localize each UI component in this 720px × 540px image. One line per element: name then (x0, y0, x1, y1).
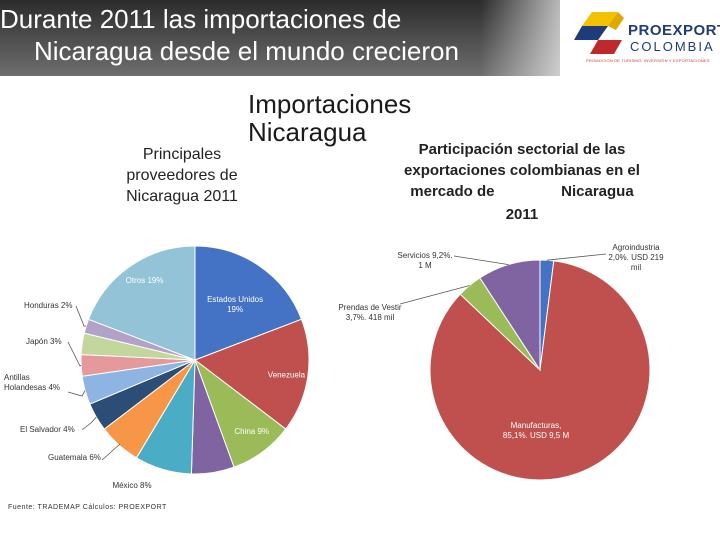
suppliers-slice-otros-19 (87, 245, 196, 361)
suppliers-label-estados-unidos-19: 19% (227, 305, 243, 314)
right-chart-title-line: Participación sectorial de las (418, 141, 626, 158)
sector-label-manufacturas: 85,1%. USD 9,5 M (503, 431, 570, 440)
sector-label-agroindustria: mil (631, 263, 641, 272)
sector-slice-servicios-9-2 (479, 259, 541, 372)
sector-label-agroindustria: Agroindustria (612, 243, 660, 252)
left-chart-title-line: Principales (142, 146, 222, 163)
header-banner (0, 0, 560, 76)
suppliers-label-venezuela-16: Venezuela 16% (268, 370, 324, 379)
suppliers-slice-venezuela-16 (193, 318, 310, 430)
sector-pie (429, 259, 651, 481)
sector-leader-line (546, 253, 607, 261)
sector-label-manufacturas: Manufacturas, (511, 421, 562, 430)
suppliers-label-mexico-8: México 8% (112, 481, 151, 490)
right-chart-title-line: mercado de Nicaragua (410, 183, 634, 200)
suppliers-leader-line (81, 416, 97, 431)
sector-leader-line (399, 285, 470, 305)
suppliers-leader-line (101, 443, 121, 461)
sector-label-servicios-9-2: 1 M (418, 261, 432, 270)
right-chart-title: Participación sectorial de las exportaci… (374, 139, 670, 225)
suppliers-label-antillas-holandesas-4: Holandesas 4% (4, 383, 60, 392)
sector-leader-line (453, 255, 509, 265)
sector-label-prendas-de-vestir: 3,7%. 418 mil (346, 313, 395, 322)
suppliers-leader-line (75, 305, 87, 327)
right-chart-title-line: 2011 (505, 206, 539, 223)
suppliers-leader-line (67, 390, 86, 397)
suppliers-label-guatemala-6: Guatemala 6% (48, 453, 101, 462)
suppliers-label-honduras-2: Honduras 2% (24, 301, 72, 310)
sector-label-servicios-9-2: Servicios 9,2%. (397, 251, 452, 260)
proexport-logo: PROEXPORT COLOMBIA PROMOCIÓN DE TURISMO,… (574, 8, 720, 68)
left-chart-title: Principales proveedores de Nicaragua 201… (92, 144, 272, 207)
suppliers-label-otros-19: Otros 19% (126, 276, 164, 285)
left-chart-title-line: proveedores de (126, 167, 238, 184)
main-heading-line-2: Nicaragua (248, 117, 367, 147)
slide-title-line-1: Durante 2011 las importaciones de (0, 4, 402, 34)
suppliers-label-antillas-holandesas-4: Antillas (4, 373, 30, 382)
slide-title-line-2: Nicaragua desde el mundo crecieron (34, 36, 459, 66)
sector-label-prendas-de-vestir: Prendas de Vestir (338, 303, 401, 312)
main-heading-line-1: Importaciones (248, 89, 412, 119)
suppliers-label-el-salvador-4: El Salvador 4% (20, 425, 75, 434)
source-note: Fuente: TRADEMAP Cálculos: PROEXPORT (8, 504, 167, 511)
suppliers-label-estados-unidos-19: Estados Unidos (207, 295, 263, 304)
suppliers-slice-estados-unidos-19 (194, 245, 303, 361)
main-heading: Importaciones Nicaragua (248, 90, 411, 146)
proexport-logo-mark-icon (574, 12, 624, 54)
logo-tagline: PROMOCIÓN DE TURISMO, INVERSIÓN Y EXPORT… (586, 58, 710, 63)
suppliers-label-china-9: China 9% (234, 427, 269, 436)
left-chart-title-line: Nicaragua 2011 (126, 188, 238, 205)
suppliers-pie (80, 245, 310, 475)
right-chart-title-line: exportaciones colombianas en el (404, 162, 640, 179)
sector-label-agroindustria: 2,0%. USD 219 (608, 253, 664, 262)
logo-subname: COLOMBIA (630, 39, 715, 54)
logo-name: PROEXPORT (628, 22, 720, 39)
suppliers-label-japon-3: Japón 3% (26, 337, 62, 346)
suppliers-leader-line (67, 341, 82, 367)
header: Durante 2011 las importaciones de Nicara… (0, 0, 720, 76)
